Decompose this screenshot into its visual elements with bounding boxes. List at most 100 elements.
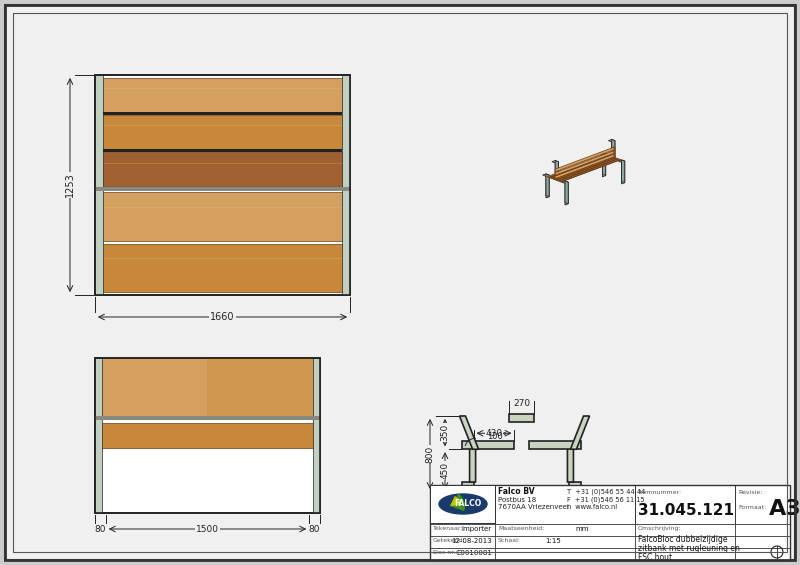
Polygon shape: [622, 160, 625, 182]
Polygon shape: [614, 150, 615, 153]
Polygon shape: [570, 482, 581, 492]
Text: Schaal:: Schaal:: [498, 538, 521, 543]
Polygon shape: [562, 181, 568, 184]
Polygon shape: [552, 156, 614, 179]
Polygon shape: [542, 174, 549, 176]
Bar: [342, 75, 350, 295]
Text: 80: 80: [571, 502, 583, 511]
Polygon shape: [555, 150, 615, 175]
Text: 1093: 1093: [510, 502, 533, 511]
Text: Importer: Importer: [462, 526, 492, 532]
Text: 31.045.121: 31.045.121: [638, 503, 734, 518]
Polygon shape: [602, 154, 606, 177]
Polygon shape: [459, 416, 478, 449]
Bar: [95, 75, 103, 295]
Polygon shape: [555, 160, 558, 179]
Text: 450: 450: [441, 462, 450, 479]
Text: 7670AA Vriezenveen: 7670AA Vriezenveen: [498, 504, 571, 510]
Polygon shape: [612, 140, 615, 158]
Text: I   www.falco.nl: I www.falco.nl: [567, 504, 617, 510]
Bar: [96, 115, 349, 149]
Polygon shape: [567, 441, 574, 482]
Text: Getekend:: Getekend:: [433, 538, 466, 543]
Bar: [95, 75, 350, 295]
Text: 80: 80: [460, 502, 471, 511]
Text: 80: 80: [94, 524, 106, 533]
Polygon shape: [529, 441, 581, 449]
Polygon shape: [547, 154, 609, 177]
Text: 1253: 1253: [65, 173, 75, 197]
Polygon shape: [570, 416, 590, 449]
Polygon shape: [555, 147, 615, 172]
Text: 100°: 100°: [486, 432, 506, 441]
Polygon shape: [614, 146, 615, 150]
Polygon shape: [602, 153, 606, 176]
Polygon shape: [546, 174, 549, 197]
Text: 12-08-2013: 12-08-2013: [451, 538, 492, 544]
Text: Tekenaar:: Tekenaar:: [433, 526, 463, 531]
Text: E0010081: E0010081: [456, 550, 492, 556]
Polygon shape: [565, 182, 568, 205]
Bar: [96, 358, 319, 417]
Text: 1660: 1660: [210, 312, 234, 322]
Polygon shape: [554, 157, 616, 180]
Text: 80: 80: [309, 524, 320, 533]
Polygon shape: [618, 160, 625, 162]
Text: mm: mm: [575, 526, 589, 532]
Bar: [430, 485, 790, 560]
Text: A3: A3: [769, 499, 800, 519]
Bar: [96, 78, 349, 112]
Polygon shape: [612, 141, 615, 159]
Text: Postbus 18: Postbus 18: [498, 497, 536, 503]
Text: Falco BV: Falco BV: [498, 488, 534, 497]
Polygon shape: [614, 153, 615, 157]
Bar: [207, 358, 318, 417]
Polygon shape: [551, 156, 611, 179]
Polygon shape: [622, 161, 625, 184]
Text: zitbank met rugleuning en: zitbank met rugleuning en: [638, 544, 740, 553]
Bar: [95, 358, 320, 513]
Text: FALCO: FALCO: [454, 499, 482, 508]
Polygon shape: [559, 159, 621, 182]
Bar: [95, 358, 320, 513]
Polygon shape: [470, 441, 475, 482]
Polygon shape: [462, 482, 474, 492]
Polygon shape: [561, 159, 621, 182]
Ellipse shape: [439, 494, 487, 514]
Text: 1500: 1500: [196, 524, 219, 533]
Polygon shape: [557, 158, 618, 181]
Polygon shape: [555, 154, 615, 179]
Bar: [96, 193, 349, 241]
Polygon shape: [549, 155, 609, 178]
Text: FSC hout: FSC hout: [638, 553, 672, 562]
Wedge shape: [450, 496, 461, 506]
Polygon shape: [599, 153, 606, 155]
Text: Formaat:: Formaat:: [738, 505, 766, 510]
Bar: [430, 485, 495, 523]
Polygon shape: [554, 157, 614, 180]
Wedge shape: [450, 494, 465, 511]
Text: 1:15: 1:15: [545, 538, 561, 544]
Polygon shape: [546, 175, 549, 198]
Text: Maatseenheid:: Maatseenheid:: [498, 526, 544, 531]
Polygon shape: [558, 159, 618, 181]
Text: 430: 430: [486, 429, 502, 438]
Polygon shape: [552, 160, 558, 163]
Text: Doc nr.:: Doc nr.:: [433, 550, 458, 555]
Polygon shape: [565, 181, 568, 204]
Text: 800: 800: [426, 445, 434, 463]
Text: Itemnummer:: Itemnummer:: [638, 490, 681, 495]
Polygon shape: [555, 162, 558, 180]
Bar: [103, 112, 342, 115]
Polygon shape: [609, 140, 615, 142]
Bar: [95, 188, 350, 192]
Polygon shape: [462, 441, 514, 449]
Polygon shape: [550, 155, 611, 178]
Text: F  +31 (0)546 56 11 15: F +31 (0)546 56 11 15: [567, 497, 645, 503]
Text: Omschrijving:: Omschrijving:: [638, 526, 682, 531]
Bar: [509, 414, 534, 422]
Bar: [103, 149, 342, 152]
Text: Revisie:: Revisie:: [738, 490, 762, 495]
Text: 270: 270: [513, 399, 530, 408]
Bar: [95, 358, 102, 513]
